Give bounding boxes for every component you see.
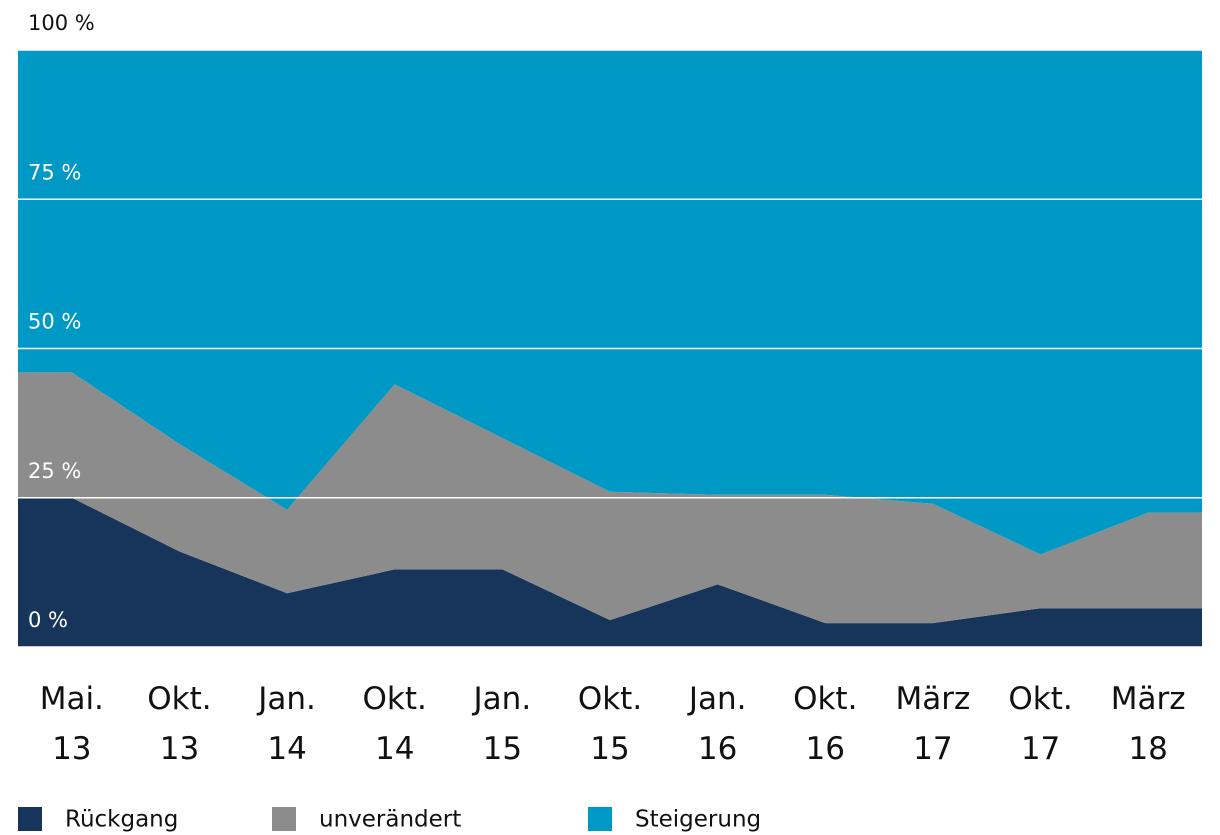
legend-label: unverändert: [319, 807, 461, 833]
x-tick-label: Okt. 16: [793, 681, 857, 767]
x-tick-label: Jan. 14: [256, 681, 316, 767]
y-tick-label: 25 %: [28, 459, 81, 483]
y-tick-label: 0 %: [28, 608, 68, 632]
x-tick-label: Jan. 15: [472, 681, 532, 767]
x-tick-label: Okt. 13: [147, 681, 211, 767]
x-tick-label: Jan. 16: [687, 681, 747, 767]
legend-swatch: [272, 807, 296, 831]
x-tick-label: Okt. 17: [1008, 681, 1072, 767]
y-tick-label: 50 %: [28, 310, 81, 334]
y-tick-label: 75 %: [28, 160, 81, 184]
y-tick-label: 100 %: [28, 11, 95, 35]
x-tick-label: März 17: [896, 681, 971, 767]
legend-label: Rückgang: [65, 807, 178, 833]
area: [18, 50, 1202, 555]
legend-swatch: [588, 807, 612, 831]
legend-swatch: [18, 807, 42, 831]
x-tick-label: Okt. 15: [578, 681, 642, 767]
area: [18, 497, 1202, 647]
x-tick-label: März 18: [1111, 681, 1186, 767]
x-tick-label: Okt. 14: [363, 681, 427, 767]
x-tick-label: Mai. 13: [40, 681, 104, 767]
legend-label: Steigerung: [635, 807, 761, 833]
